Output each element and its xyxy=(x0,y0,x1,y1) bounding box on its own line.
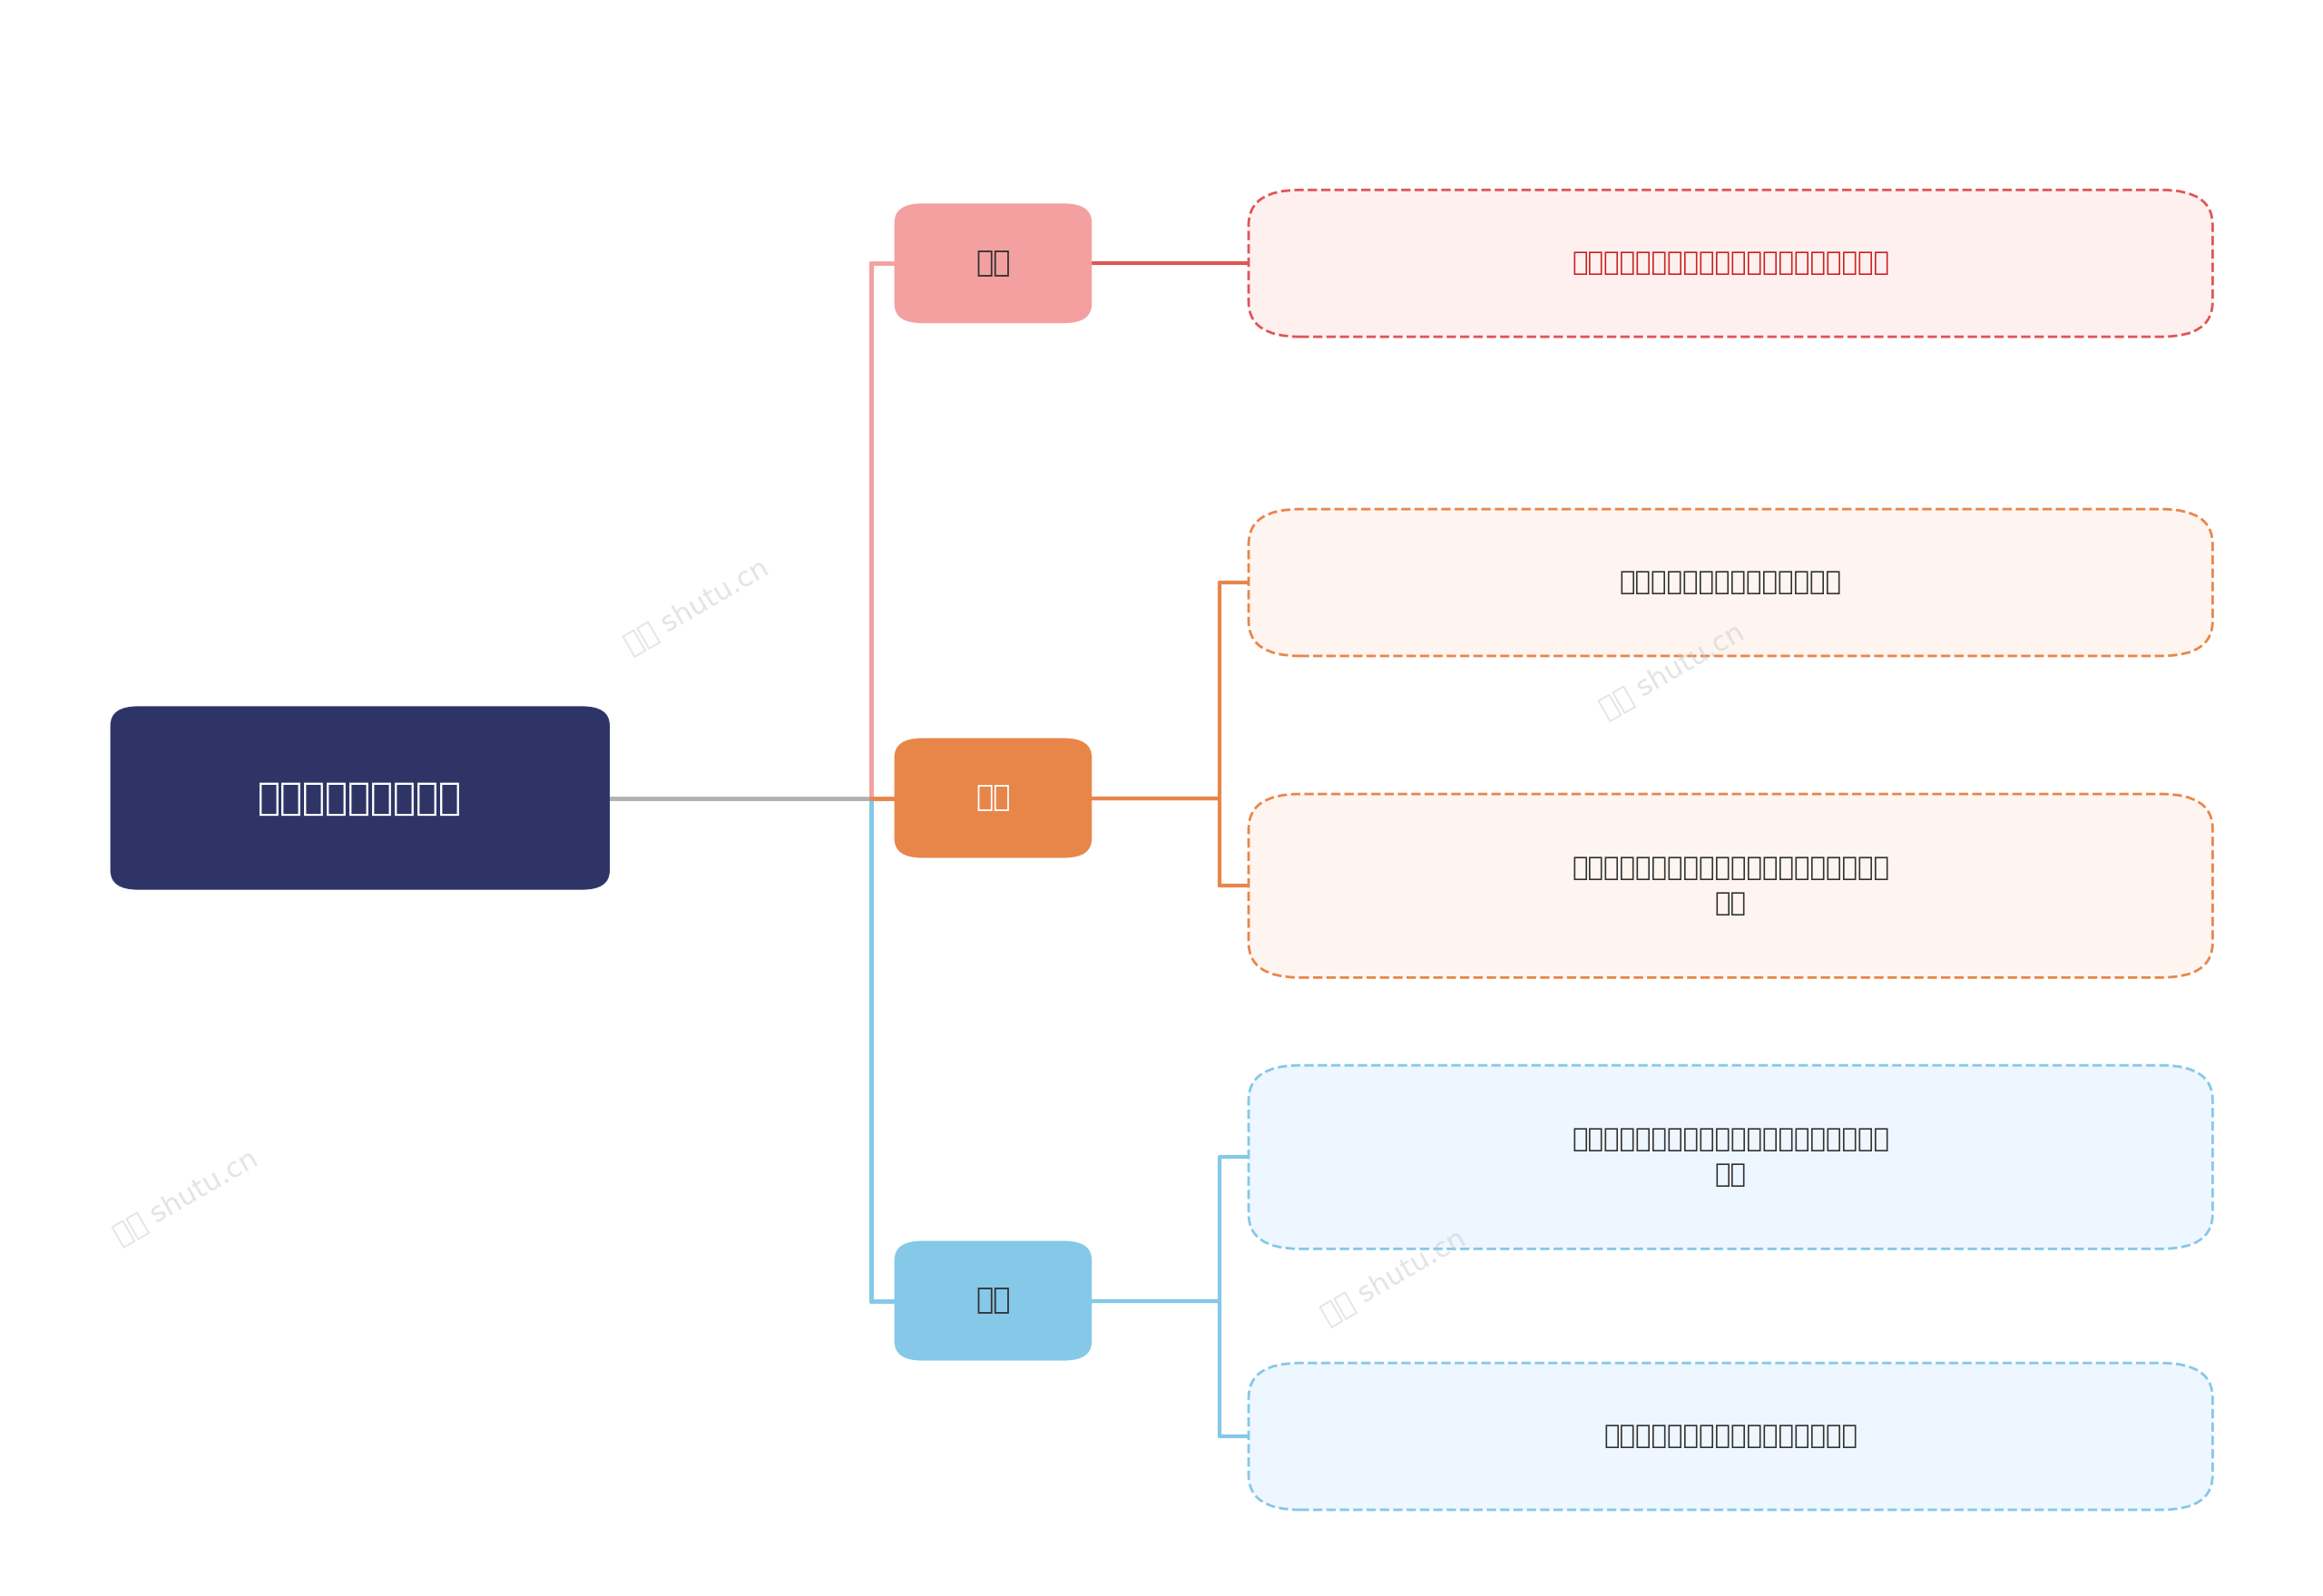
Text: 由柱状细胞、梭形细胞、锥形细胞和杯状细胞
组成: 由柱状细胞、梭形细胞、锥形细胞和杯状细胞 组成 xyxy=(1573,1127,1889,1187)
Text: 树图 shutu.cn: 树图 shutu.cn xyxy=(1596,619,1749,721)
FancyBboxPatch shape xyxy=(1250,1066,2211,1248)
Text: 树图 shutu.cn: 树图 shutu.cn xyxy=(109,1146,262,1248)
Text: 分布: 分布 xyxy=(976,249,1011,278)
FancyBboxPatch shape xyxy=(1250,509,2211,656)
Text: 树图 shutu.cn: 树图 shutu.cn xyxy=(1317,1226,1470,1328)
Text: 假复层纤毛柱状上皮: 假复层纤毛柱状上皮 xyxy=(258,779,462,817)
FancyBboxPatch shape xyxy=(1250,1363,2211,1510)
FancyBboxPatch shape xyxy=(894,737,1092,859)
Text: 组成: 组成 xyxy=(976,1286,1011,1315)
FancyBboxPatch shape xyxy=(894,1242,1092,1360)
FancyBboxPatch shape xyxy=(894,204,1092,322)
FancyBboxPatch shape xyxy=(1250,190,2211,337)
FancyBboxPatch shape xyxy=(112,705,609,891)
Text: 假复层细胞形态不同，高矮不一: 假复层细胞形态不同，高矮不一 xyxy=(1619,570,1842,595)
Text: 形态: 形态 xyxy=(976,784,1011,812)
Text: 核的位置不在同一水平上，但基底部均附着于
基膜: 核的位置不在同一水平上，但基底部均附着于 基膜 xyxy=(1573,855,1889,916)
Text: 假复层纤毛柱状上皮主要分布在呼吸道管腔面: 假复层纤毛柱状上皮主要分布在呼吸道管腔面 xyxy=(1573,251,1889,276)
FancyBboxPatch shape xyxy=(1250,793,2211,977)
Text: 其中柱状细胞最多，表面有大量纤毛: 其中柱状细胞最多，表面有大量纤毛 xyxy=(1603,1424,1858,1449)
Text: 树图 shutu.cn: 树图 shutu.cn xyxy=(620,555,774,658)
